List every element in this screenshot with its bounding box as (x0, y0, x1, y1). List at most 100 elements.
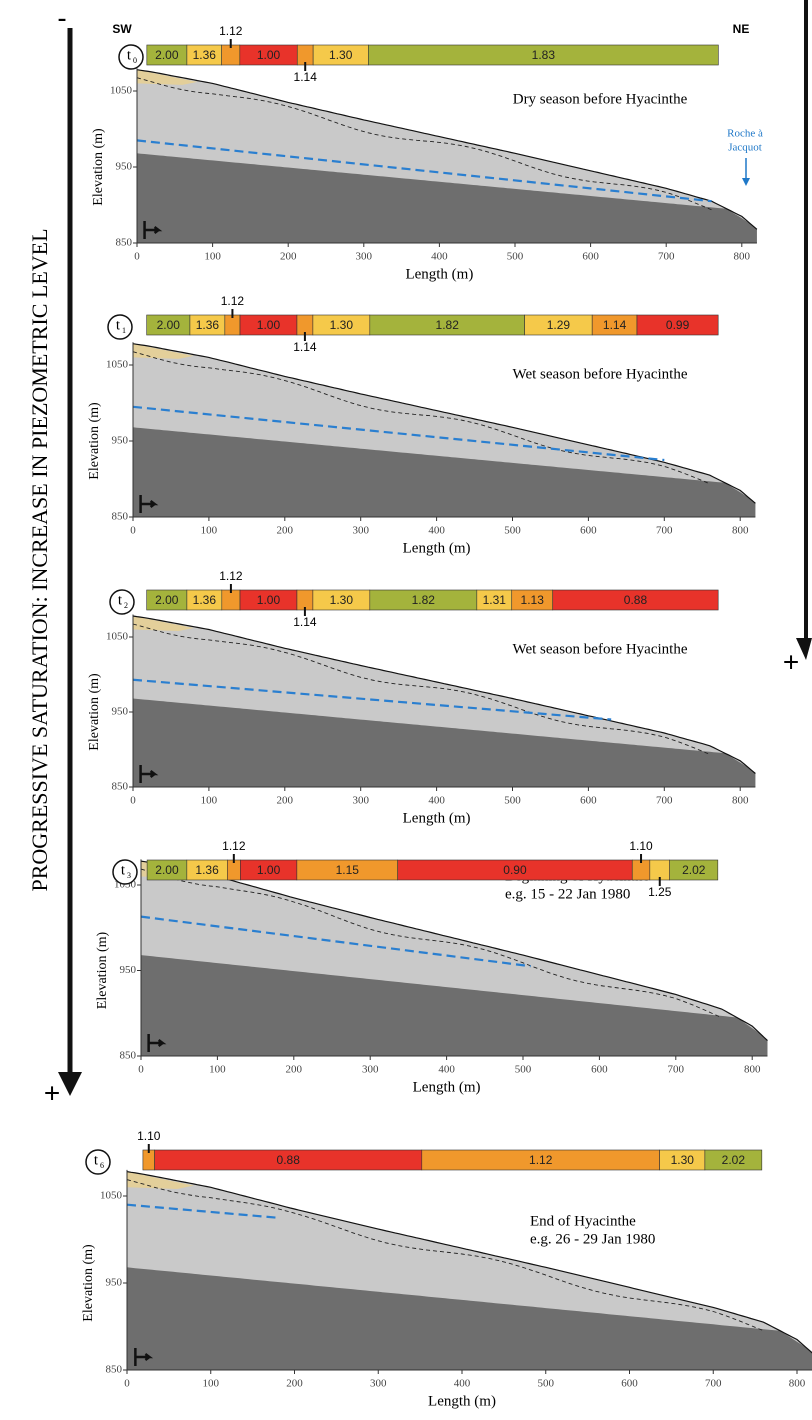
y-tick-label: 850 (112, 781, 129, 793)
time-label: t (118, 592, 123, 608)
x-tick-label: 0 (124, 1378, 130, 1390)
y-tick-label: 950 (106, 1277, 123, 1289)
y-tick-label: 1050 (106, 359, 129, 371)
fs-label: 1.14 (293, 340, 317, 354)
fs-label: 2.00 (155, 863, 179, 877)
fs-label: 1.10 (629, 839, 653, 853)
fs-segment (552, 589, 719, 611)
fs-label: 1.00 (257, 593, 281, 607)
fs-label: 1.14 (603, 318, 627, 332)
fs-label: 1.14 (294, 70, 318, 84)
x-tick-label: 200 (277, 525, 294, 537)
y-axis-label: Elevation (m) (87, 402, 102, 480)
bedrock (133, 427, 756, 517)
side-end: + (44, 1077, 60, 1108)
time-label: t (127, 47, 132, 63)
panel-caption: Wet season before Hyacinthe (513, 641, 688, 657)
fs-segment (368, 44, 719, 66)
x-tick-label: 600 (580, 795, 597, 807)
time-badge (85, 1149, 111, 1175)
bedrock (137, 153, 757, 243)
slip-surface (126, 1179, 764, 1332)
x-tick-label: 700 (658, 251, 675, 263)
fs-label: 1.14 (293, 615, 317, 629)
surface-deposit (127, 1171, 194, 1190)
side-label: PROGRESSIVE SATURATION: INCREASE IN PIEZ… (27, 228, 52, 891)
right-end: + (783, 646, 799, 677)
fs-label: 1.29 (547, 318, 571, 332)
time-badge (112, 859, 138, 885)
x-tick-label: 400 (454, 1378, 471, 1390)
panel-caption: End of Hyacinthe (530, 1213, 636, 1229)
x-tick-label: 800 (734, 251, 751, 263)
fs-label: 2.00 (155, 593, 179, 607)
fs-label: 2.02 (722, 1153, 746, 1167)
fs-label: 1.30 (671, 1153, 695, 1167)
fs-label: 1.30 (330, 593, 354, 607)
x-tick-label: 200 (277, 795, 294, 807)
orientation-right: NE (733, 22, 750, 36)
x-axis-label: Length (m) (403, 810, 471, 826)
x-tick-label: 100 (209, 1064, 226, 1076)
x-tick-label: 0 (138, 1064, 144, 1076)
fs-label: 1.12 (221, 294, 245, 308)
y-tick-label: 950 (116, 161, 133, 173)
water-table (132, 678, 612, 721)
y-tick-label: 850 (106, 1364, 123, 1376)
left-arrowhead (58, 1072, 82, 1096)
time-badge (118, 44, 144, 70)
time-label: t (116, 317, 121, 333)
fs-segment (704, 1149, 763, 1171)
water-table (132, 405, 665, 462)
ground-surface (136, 69, 758, 230)
fs-label: 1.30 (330, 318, 354, 332)
x-tick-label: 100 (203, 1378, 220, 1390)
x-tick-label: 200 (280, 251, 297, 263)
direction-icon (147, 1034, 167, 1052)
fs-label: 1.00 (257, 318, 281, 332)
fs-label: 1.36 (193, 593, 217, 607)
fs-label: 1.15 (336, 863, 360, 877)
y-axis-label: Elevation (m) (95, 931, 110, 1009)
y-tick-label: 850 (120, 1050, 137, 1062)
x-tick-label: 700 (668, 1064, 685, 1076)
ground-surface (126, 1171, 812, 1354)
water-table (140, 915, 531, 968)
x-axis-label: Length (m) (403, 540, 471, 556)
x-axis-label: Length (m) (413, 1079, 481, 1095)
panel-caption: Dry season before Hyacinthe (513, 91, 688, 107)
fs-segment (669, 859, 719, 881)
x-tick-label: 100 (204, 251, 221, 263)
direction-icon (134, 1348, 154, 1366)
x-tick-label: 800 (732, 795, 749, 807)
x-tick-label: 800 (744, 1064, 761, 1076)
orientation-left: SW (112, 22, 132, 36)
y-axis-label: Elevation (m) (81, 1244, 96, 1322)
y-tick-label: 850 (116, 237, 133, 249)
bedrock (133, 698, 756, 787)
fs-label: 1.36 (193, 48, 217, 62)
bedrock (141, 955, 768, 1056)
x-tick-label: 600 (591, 1064, 608, 1076)
x-tick-label: 600 (580, 525, 597, 537)
fs-label: 0.99 (666, 318, 690, 332)
y-axis-label: Elevation (m) (87, 673, 102, 751)
direction-icon (139, 495, 159, 513)
x-axis-label: Length (m) (405, 266, 473, 282)
fs-label: 1.83 (532, 48, 556, 62)
x-tick-label: 800 (732, 525, 749, 537)
fs-label: 1.31 (483, 593, 507, 607)
panel-caption: Wet season before Hyacinthe (513, 366, 688, 382)
fs-label: 2.02 (682, 863, 706, 877)
landmark-label: Jacquot (728, 142, 762, 154)
surface-deposit (137, 69, 198, 85)
fs-label: 0.88 (624, 593, 648, 607)
panel-caption: e.g. 26 - 29 Jan 1980 (530, 1231, 655, 1247)
surface-deposit (133, 343, 194, 359)
fs-label: 1.12 (222, 839, 246, 853)
surface-deposit (133, 616, 194, 631)
x-tick-label: 300 (362, 1064, 379, 1076)
bedrock (127, 1267, 812, 1370)
